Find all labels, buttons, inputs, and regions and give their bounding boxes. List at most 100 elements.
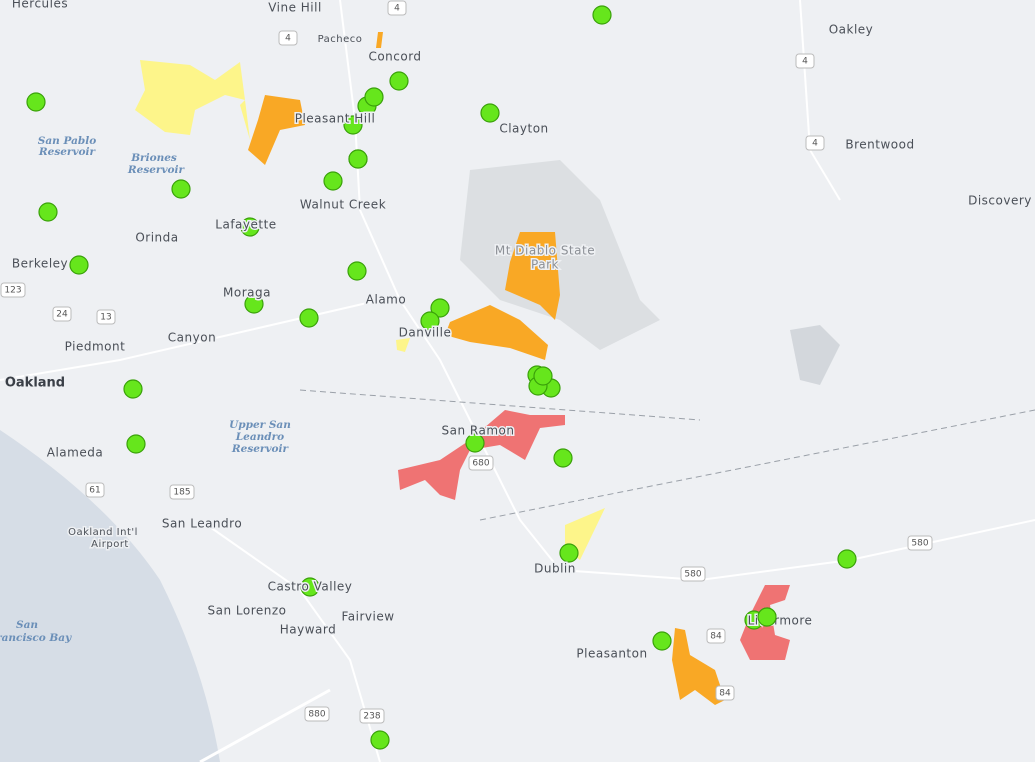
park-label: Mt Diablo State <box>495 244 595 258</box>
place-label: Pleasant Hill <box>295 112 376 126</box>
marker[interactable] <box>364 87 384 107</box>
place-label: Oakland Int'l <box>68 527 138 538</box>
marker[interactable] <box>26 92 46 112</box>
place-label: Moraga <box>223 286 271 300</box>
place-label: San Leandro <box>162 517 242 531</box>
boundary <box>299 389 701 421</box>
shield-label: 84 <box>710 632 722 642</box>
marker[interactable] <box>123 379 143 399</box>
marker[interactable] <box>370 730 390 750</box>
city-label: Oakland <box>5 376 65 391</box>
place-label: Walnut Creek <box>300 198 386 212</box>
marker[interactable] <box>757 607 777 627</box>
place-label: Clayton <box>499 122 548 136</box>
water-label: Francisco Bay <box>0 632 72 644</box>
marker[interactable] <box>323 171 343 191</box>
park-label: Park <box>531 258 559 272</box>
marker[interactable] <box>69 255 89 275</box>
place-label: Brentwood <box>845 138 914 152</box>
place-label: Lafayette <box>215 218 276 232</box>
marker[interactable] <box>430 298 450 318</box>
water-label: Reservoir <box>127 164 186 176</box>
shields: 4 4 4 4 123 24 13 680 61 185 580 580 84 … <box>0 0 933 724</box>
marker[interactable] <box>343 115 363 135</box>
place-label: Castro Valley <box>268 580 353 594</box>
marker[interactable] <box>465 433 485 453</box>
marker[interactable] <box>592 5 612 25</box>
zone-yellow <box>135 60 245 135</box>
shield-label: 580 <box>684 570 701 580</box>
marker[interactable] <box>126 434 146 454</box>
water-label: Upper San <box>229 419 291 431</box>
zone-orange <box>672 628 725 705</box>
marker[interactable] <box>171 179 191 199</box>
zone-orange <box>248 95 305 165</box>
place-label: Dublin <box>534 562 576 576</box>
place-label: Hercules <box>12 0 68 11</box>
place-label: Danville <box>399 326 452 340</box>
hill-area <box>790 325 840 385</box>
place-label: Piedmont <box>65 340 126 354</box>
place-label: San Ramon <box>442 424 515 438</box>
water-label: Leandro <box>235 431 284 443</box>
shield-label: 4 <box>285 34 291 44</box>
place-label: Livermore <box>748 614 813 628</box>
marker[interactable] <box>347 261 367 281</box>
shield-label: 580 <box>911 539 928 549</box>
marker[interactable] <box>553 448 573 468</box>
marker[interactable] <box>348 149 368 169</box>
place-label: Pleasanton <box>576 647 647 661</box>
place-label: Berkeley <box>12 257 68 271</box>
place-label: Vine Hill <box>268 1 322 15</box>
place-label: Pacheco <box>318 34 363 45</box>
shield-label: 123 <box>4 286 21 296</box>
place-label: Fairview <box>341 610 394 624</box>
shield-label: 13 <box>100 313 111 323</box>
shield-label: 4 <box>812 139 818 149</box>
marker[interactable] <box>533 366 553 386</box>
labels: Hercules Vine Hill Pacheco Concord Oakle… <box>0 0 1033 662</box>
park-area <box>460 160 660 350</box>
zone-orange <box>376 32 383 48</box>
water-label: San Pablo <box>38 135 96 147</box>
shield-label: 880 <box>308 710 325 720</box>
zone-orange <box>505 232 560 320</box>
shield-label: 680 <box>472 459 489 469</box>
markers-top <box>348 149 777 627</box>
place-label: Discovery <box>968 194 1032 208</box>
shield-label: 238 <box>363 712 380 722</box>
place-label: Concord <box>368 50 421 64</box>
water-label: Briones <box>130 152 177 164</box>
marker[interactable] <box>837 549 857 569</box>
marker[interactable] <box>420 311 440 331</box>
shield-label: 61 <box>89 486 100 496</box>
water-label: San <box>16 619 38 631</box>
shield-label: 4 <box>394 4 400 14</box>
marker[interactable] <box>299 308 319 328</box>
shield-label: 4 <box>802 57 808 67</box>
boundary <box>479 409 1035 521</box>
water-label: Reservoir <box>231 443 290 455</box>
place-label: Alameda <box>47 446 103 460</box>
place-label: Orinda <box>135 231 178 245</box>
marker[interactable] <box>300 577 320 597</box>
marker[interactable] <box>389 71 409 91</box>
place-label: Canyon <box>168 331 216 345</box>
shield-label: 84 <box>719 689 731 699</box>
shield-label: 24 <box>56 310 68 320</box>
marker[interactable] <box>240 217 260 237</box>
marker[interactable] <box>244 294 264 314</box>
marker[interactable] <box>38 202 58 222</box>
place-label: Alamo <box>366 293 406 307</box>
marker[interactable] <box>559 543 579 563</box>
zone-yellow <box>240 100 250 140</box>
place-label: Hayward <box>280 623 337 637</box>
marker[interactable] <box>480 103 500 123</box>
zone-red <box>398 410 565 500</box>
zones <box>135 32 790 705</box>
bay <box>0 430 220 762</box>
marker[interactable] <box>652 631 672 651</box>
shield-label: 185 <box>173 488 190 498</box>
place-label: Airport <box>91 539 129 550</box>
zone-yellow <box>396 338 410 352</box>
